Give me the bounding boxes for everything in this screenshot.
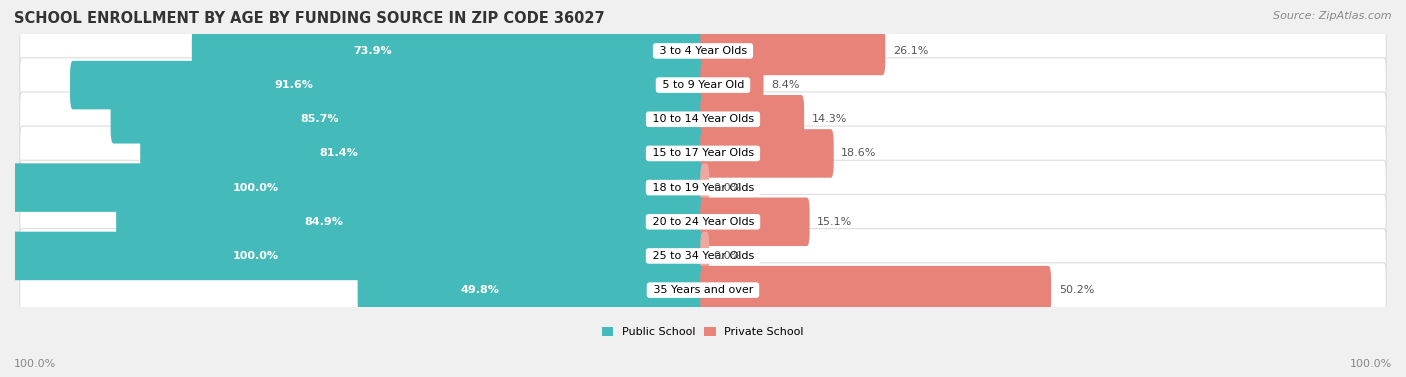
FancyBboxPatch shape [111, 95, 706, 144]
Text: 50.2%: 50.2% [1059, 285, 1094, 295]
Text: Source: ZipAtlas.com: Source: ZipAtlas.com [1274, 11, 1392, 21]
Text: 10 to 14 Year Olds: 10 to 14 Year Olds [648, 114, 758, 124]
FancyBboxPatch shape [13, 232, 706, 280]
FancyBboxPatch shape [700, 232, 709, 280]
Text: 100.0%: 100.0% [14, 359, 56, 369]
FancyBboxPatch shape [20, 58, 1386, 112]
FancyBboxPatch shape [70, 61, 706, 109]
Text: 14.3%: 14.3% [811, 114, 846, 124]
FancyBboxPatch shape [20, 24, 1386, 78]
Text: SCHOOL ENROLLMENT BY AGE BY FUNDING SOURCE IN ZIP CODE 36027: SCHOOL ENROLLMENT BY AGE BY FUNDING SOUR… [14, 11, 605, 26]
Text: 49.8%: 49.8% [461, 285, 499, 295]
Text: 25 to 34 Year Olds: 25 to 34 Year Olds [648, 251, 758, 261]
FancyBboxPatch shape [20, 92, 1386, 147]
FancyBboxPatch shape [141, 129, 706, 178]
Text: 35 Years and over: 35 Years and over [650, 285, 756, 295]
FancyBboxPatch shape [700, 95, 804, 144]
Text: 100.0%: 100.0% [233, 251, 278, 261]
Text: 26.1%: 26.1% [893, 46, 928, 56]
Text: 91.6%: 91.6% [274, 80, 312, 90]
FancyBboxPatch shape [700, 266, 1052, 314]
Text: 0.0%: 0.0% [713, 182, 741, 193]
FancyBboxPatch shape [357, 266, 706, 314]
FancyBboxPatch shape [117, 198, 706, 246]
FancyBboxPatch shape [700, 129, 834, 178]
Text: 84.9%: 84.9% [304, 217, 343, 227]
Text: 85.7%: 85.7% [301, 114, 339, 124]
Text: 73.9%: 73.9% [353, 46, 392, 56]
Text: 0.0%: 0.0% [713, 251, 741, 261]
Text: 20 to 24 Year Olds: 20 to 24 Year Olds [648, 217, 758, 227]
Text: 8.4%: 8.4% [770, 80, 800, 90]
Text: 18.6%: 18.6% [841, 149, 877, 158]
FancyBboxPatch shape [13, 163, 706, 212]
Text: 100.0%: 100.0% [1350, 359, 1392, 369]
FancyBboxPatch shape [700, 27, 886, 75]
FancyBboxPatch shape [20, 263, 1386, 317]
Text: 81.4%: 81.4% [319, 149, 359, 158]
Text: 5 to 9 Year Old: 5 to 9 Year Old [658, 80, 748, 90]
FancyBboxPatch shape [700, 198, 810, 246]
Text: 3 to 4 Year Olds: 3 to 4 Year Olds [655, 46, 751, 56]
FancyBboxPatch shape [700, 61, 763, 109]
FancyBboxPatch shape [191, 27, 706, 75]
Text: 100.0%: 100.0% [233, 182, 278, 193]
Text: 15 to 17 Year Olds: 15 to 17 Year Olds [648, 149, 758, 158]
FancyBboxPatch shape [700, 163, 709, 212]
Text: 15.1%: 15.1% [817, 217, 852, 227]
Legend: Public School, Private School: Public School, Private School [602, 327, 804, 337]
FancyBboxPatch shape [20, 228, 1386, 283]
FancyBboxPatch shape [20, 195, 1386, 249]
FancyBboxPatch shape [20, 126, 1386, 181]
Text: 18 to 19 Year Olds: 18 to 19 Year Olds [648, 182, 758, 193]
FancyBboxPatch shape [20, 160, 1386, 215]
